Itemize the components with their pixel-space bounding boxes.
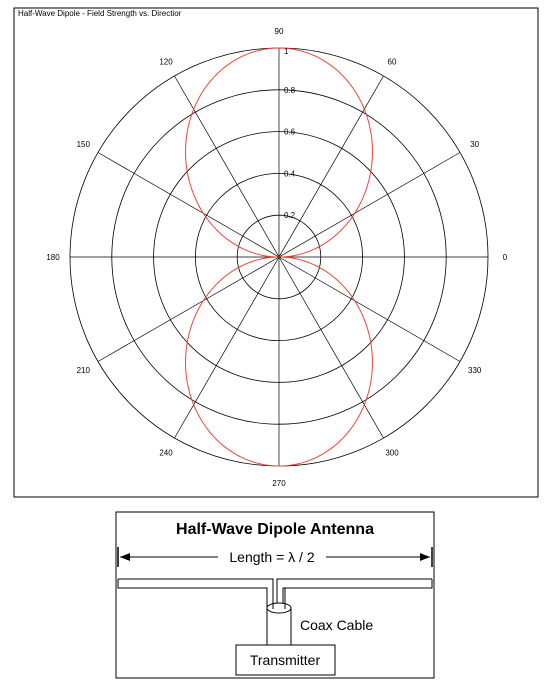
- polar-spoke-150: [97, 152, 280, 258]
- polar-spoke-210: [97, 256, 280, 362]
- length-arrowhead-left: [120, 553, 130, 561]
- angle-tick-label-300: 300: [385, 449, 399, 458]
- coax-cable-label: Coax Cable: [300, 617, 373, 633]
- polar-plot-title: Half-Wave Dipole - Field Strength vs. Di…: [18, 9, 182, 18]
- length-label: Length = λ / 2: [229, 549, 314, 565]
- angle-tick-label-90: 90: [275, 27, 284, 36]
- polar-spoke-60: [278, 75, 384, 258]
- angle-tick-label-0: 0: [503, 253, 508, 262]
- diagram-title: Half-Wave Dipole Antenna: [176, 521, 374, 538]
- length-dimension: Length = λ / 2: [117, 547, 433, 567]
- angle-tick-label-180: 180: [46, 253, 60, 262]
- angle-tick-label-210: 210: [77, 366, 91, 375]
- coax-top: [266, 602, 292, 614]
- coax-cable: [266, 588, 292, 649]
- polar-spokes: [70, 48, 488, 466]
- transmitter-label: Transmitter: [250, 652, 321, 668]
- radial-tick-label-3: 0.8: [284, 86, 296, 95]
- polar-spoke-120: [174, 75, 280, 258]
- angle-tick-label-150: 150: [77, 140, 91, 149]
- radial-tick-label-0: 0.2: [284, 211, 296, 220]
- radial-tick-label-4: 1: [284, 47, 289, 56]
- angle-tick-label-330: 330: [468, 366, 482, 375]
- angle-tick-label-60: 60: [388, 57, 397, 66]
- angle-tick-label-240: 240: [159, 449, 173, 458]
- antenna-diagram: Half-Wave Dipole Antenna Length = λ / 2 …: [115, 511, 435, 679]
- radial-tick-label-2: 0.6: [284, 128, 296, 137]
- polar-angle-labels: 0 30 60 90 120 150 180 210 240 270 300 330: [46, 27, 507, 488]
- dipole-right-element: [276, 578, 433, 612]
- polar-pattern-curve: [185, 47, 373, 467]
- angle-tick-label-30: 30: [470, 140, 479, 149]
- polar-spoke-330: [278, 256, 461, 362]
- transmitter-box: [235, 644, 336, 676]
- angle-tick-label-270: 270: [272, 479, 286, 488]
- polar-radial-labels: 0.2 0.4 0.6 0.8 1: [284, 47, 296, 220]
- polar-spoke-240: [174, 256, 280, 439]
- coax-body: [266, 607, 292, 649]
- radial-tick-label-1: 0.4: [284, 169, 296, 178]
- length-arrowhead-right: [420, 553, 430, 561]
- polar-spoke-300: [278, 256, 384, 439]
- pattern-series-line: [185, 47, 373, 467]
- angle-tick-label-120: 120: [159, 57, 173, 66]
- polar-spoke-30: [278, 152, 461, 258]
